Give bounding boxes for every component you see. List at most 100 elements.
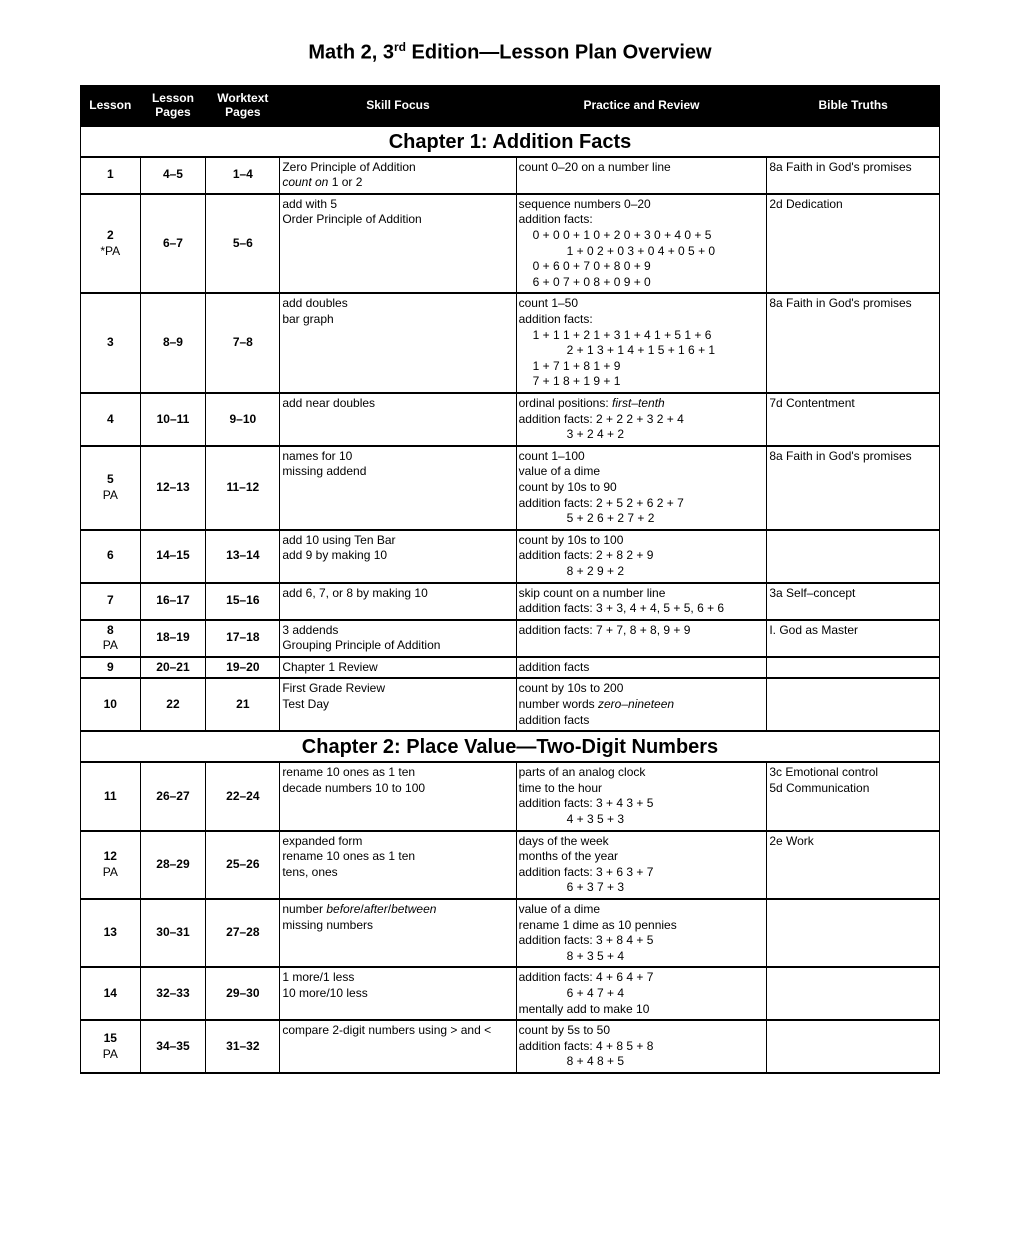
cell-worktext-pages: 9–10 [206, 393, 280, 446]
table-row: 2*PA6–75–6add with 5Order Principle of A… [81, 194, 940, 294]
cell-lesson: 1 [81, 157, 141, 194]
cell-lesson: 2*PA [81, 194, 141, 294]
cell-lesson-pages: 30–31 [140, 899, 206, 967]
page-title: Math 2, 3rd Edition—Lesson Plan Overview [80, 40, 940, 65]
cell-lesson: 6 [81, 530, 141, 583]
cell-lesson: 12PA [81, 831, 141, 899]
cell-practice-review: addition facts: 4 + 6 4 + 76 + 4 7 + 4me… [516, 967, 767, 1020]
cell-skill-focus: Chapter 1 Review [280, 657, 516, 679]
cell-lesson: 3 [81, 293, 141, 393]
cell-lesson: 11 [81, 762, 141, 830]
cell-practice-review: days of the weekmonths of the yearadditi… [516, 831, 767, 899]
chapter-heading: Chapter 1: Addition Facts [81, 126, 940, 157]
cell-worktext-pages: 25–26 [206, 831, 280, 899]
cell-lesson-pages: 34–35 [140, 1020, 206, 1073]
cell-lesson-pages: 12–13 [140, 446, 206, 530]
cell-skill-focus: 1 more/1 less10 more/10 less [280, 967, 516, 1020]
cell-lesson-pages: 14–15 [140, 530, 206, 583]
cell-worktext-pages: 7–8 [206, 293, 280, 393]
cell-practice-review: count by 10s to 200number words zero–nin… [516, 678, 767, 731]
table-row: 14–51–4Zero Principle of Additioncount o… [81, 157, 940, 194]
cell-worktext-pages: 22–24 [206, 762, 280, 830]
col-skill: Skill Focus [280, 85, 516, 126]
table-row: 15PA34–3531–32compare 2-digit numbers us… [81, 1020, 940, 1073]
cell-practice-review: count by 5s to 50addition facts: 4 + 8 5… [516, 1020, 767, 1073]
cell-worktext-pages: 5–6 [206, 194, 280, 294]
cell-practice-review: parts of an analog clocktime to the hour… [516, 762, 767, 830]
cell-lesson: 4 [81, 393, 141, 446]
cell-bible-truths [767, 899, 940, 967]
cell-worktext-pages: 17–18 [206, 620, 280, 657]
cell-skill-focus: add with 5Order Principle of Addition [280, 194, 516, 294]
table-row: 12PA28–2925–26expanded formrename 10 one… [81, 831, 940, 899]
cell-skill-focus: add 10 using Ten Baradd 9 by making 10 [280, 530, 516, 583]
cell-worktext-pages: 13–14 [206, 530, 280, 583]
cell-lesson-pages: 22 [140, 678, 206, 731]
cell-lesson-pages: 6–7 [140, 194, 206, 294]
cell-bible-truths: 8a Faith in God's promises [767, 157, 940, 194]
table-row: 716–1715–16add 6, 7, or 8 by making 10sk… [81, 583, 940, 620]
cell-lesson: 7 [81, 583, 141, 620]
cell-practice-review: skip count on a number lineaddition fact… [516, 583, 767, 620]
cell-skill-focus: rename 10 ones as 1 tendecade numbers 10… [280, 762, 516, 830]
cell-lesson: 13 [81, 899, 141, 967]
cell-skill-focus: add doublesbar graph [280, 293, 516, 393]
cell-lesson-pages: 4–5 [140, 157, 206, 194]
cell-skill-focus: names for 10missing addend [280, 446, 516, 530]
cell-bible-truths: I. God as Master [767, 620, 940, 657]
cell-lesson-pages: 32–33 [140, 967, 206, 1020]
table-row: 102221First Grade ReviewTest Daycount by… [81, 678, 940, 731]
cell-bible-truths: 2d Dedication [767, 194, 940, 294]
cell-worktext-pages: 31–32 [206, 1020, 280, 1073]
cell-skill-focus: 3 addendsGrouping Principle of Addition [280, 620, 516, 657]
cell-bible-truths [767, 1020, 940, 1073]
cell-bible-truths [767, 657, 940, 679]
cell-lesson-pages: 18–19 [140, 620, 206, 657]
cell-worktext-pages: 27–28 [206, 899, 280, 967]
table-row: 1126–2722–24rename 10 ones as 1 tendecad… [81, 762, 940, 830]
cell-worktext-pages: 1–4 [206, 157, 280, 194]
cell-bible-truths [767, 530, 940, 583]
cell-skill-focus: expanded formrename 10 ones as 1 tentens… [280, 831, 516, 899]
cell-practice-review: sequence numbers 0–20addition facts:0 + … [516, 194, 767, 294]
col-lpages: Lesson Pages [140, 85, 206, 126]
cell-practice-review: addition facts [516, 657, 767, 679]
cell-lesson: 9 [81, 657, 141, 679]
cell-skill-focus: First Grade ReviewTest Day [280, 678, 516, 731]
cell-skill-focus: add 6, 7, or 8 by making 10 [280, 583, 516, 620]
table-row: 8PA18–1917–183 addendsGrouping Principle… [81, 620, 940, 657]
table-row: 38–97–8add doublesbar graphcount 1–50add… [81, 293, 940, 393]
cell-lesson-pages: 8–9 [140, 293, 206, 393]
cell-skill-focus: add near doubles [280, 393, 516, 446]
cell-practice-review: addition facts: 7 + 7, 8 + 8, 9 + 9 [516, 620, 767, 657]
cell-lesson-pages: 10–11 [140, 393, 206, 446]
col-wpages: Worktext Pages [206, 85, 280, 126]
cell-lesson: 5PA [81, 446, 141, 530]
cell-lesson: 8PA [81, 620, 141, 657]
cell-lesson-pages: 26–27 [140, 762, 206, 830]
cell-bible-truths [767, 678, 940, 731]
cell-bible-truths: 2e Work [767, 831, 940, 899]
cell-worktext-pages: 29–30 [206, 967, 280, 1020]
col-practice: Practice and Review [516, 85, 767, 126]
table-row: 1330–3127–28number before/after/betweenm… [81, 899, 940, 967]
cell-bible-truths: 3c Emotional control5d Communication [767, 762, 940, 830]
chapter-heading: Chapter 2: Place Value—Two-Digit Numbers [81, 731, 940, 762]
table-row: 920–2119–20Chapter 1 Reviewaddition fact… [81, 657, 940, 679]
cell-lesson: 14 [81, 967, 141, 1020]
table-row: 614–1513–14add 10 using Ten Baradd 9 by … [81, 530, 940, 583]
cell-worktext-pages: 11–12 [206, 446, 280, 530]
col-lesson: Lesson [81, 85, 141, 126]
cell-bible-truths: 3a Self–concept [767, 583, 940, 620]
cell-bible-truths: 7d Contentment [767, 393, 940, 446]
cell-practice-review: ordinal positions: first–tenthaddition f… [516, 393, 767, 446]
cell-lesson-pages: 16–17 [140, 583, 206, 620]
cell-skill-focus: compare 2-digit numbers using > and < [280, 1020, 516, 1073]
cell-bible-truths: 8a Faith in God's promises [767, 293, 940, 393]
cell-bible-truths: 8a Faith in God's promises [767, 446, 940, 530]
cell-bible-truths [767, 967, 940, 1020]
cell-practice-review: count by 10s to 100addition facts: 2 + 8… [516, 530, 767, 583]
lesson-plan-table: Lesson Lesson Pages Worktext Pages Skill… [80, 85, 940, 1074]
cell-practice-review: count 1–100value of a dimecount by 10s t… [516, 446, 767, 530]
cell-lesson-pages: 28–29 [140, 831, 206, 899]
